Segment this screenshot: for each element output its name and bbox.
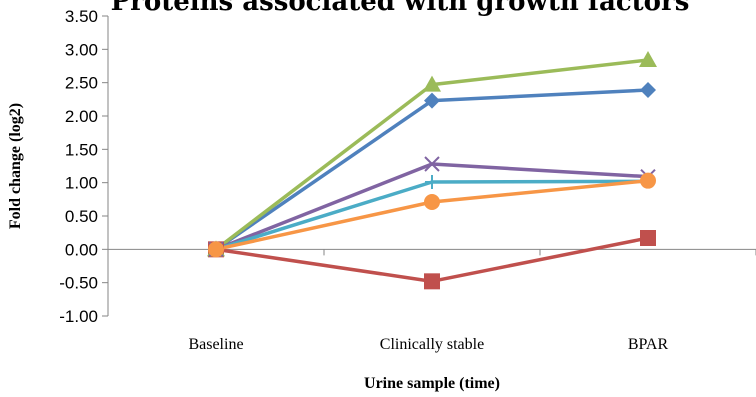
y-axis-title: Fold change (log2) [7,103,24,229]
series-line-5 [214,179,650,252]
y-tick-label: 3.50 [65,7,98,26]
series-6-point [208,241,224,258]
y-tick-label: 0.50 [65,207,98,226]
plot-area: -1.00 -0.50 0.00 0.50 1.00 1.50 2.00 2.50 3.00 3.… [59,7,756,353]
series-6-point [424,194,440,210]
y-tick-label: 1.00 [65,174,98,193]
y-tick-label: -0.50 [59,274,98,293]
series-1-point [424,92,440,109]
series-1-point [640,82,656,98]
series-3-point [423,75,441,92]
series-5-point [425,175,439,189]
series-4-point [424,156,440,172]
x-tick-label: Clinically stable [380,336,484,353]
x-tick-label: BPAR [628,336,669,353]
x-tick-label: Baseline [188,336,243,353]
y-tick-label: 3.00 [65,40,98,59]
chart-title: Proteins associated with growth factors [111,0,690,17]
series-2-point [640,230,656,246]
x-axis-title: Urine sample (time) [364,375,500,392]
series-3-point [639,51,657,67]
series-2-point [424,273,440,290]
y-tick-label: 1.50 [65,140,98,159]
y-tick-label: 0.00 [65,240,98,259]
y-tick-label: 2.50 [65,74,98,93]
y-tick-label: -1.00 [59,307,98,326]
y-tick-label: 2.00 [65,107,98,126]
series-line-6 [214,178,650,252]
series-6-point [640,172,656,189]
